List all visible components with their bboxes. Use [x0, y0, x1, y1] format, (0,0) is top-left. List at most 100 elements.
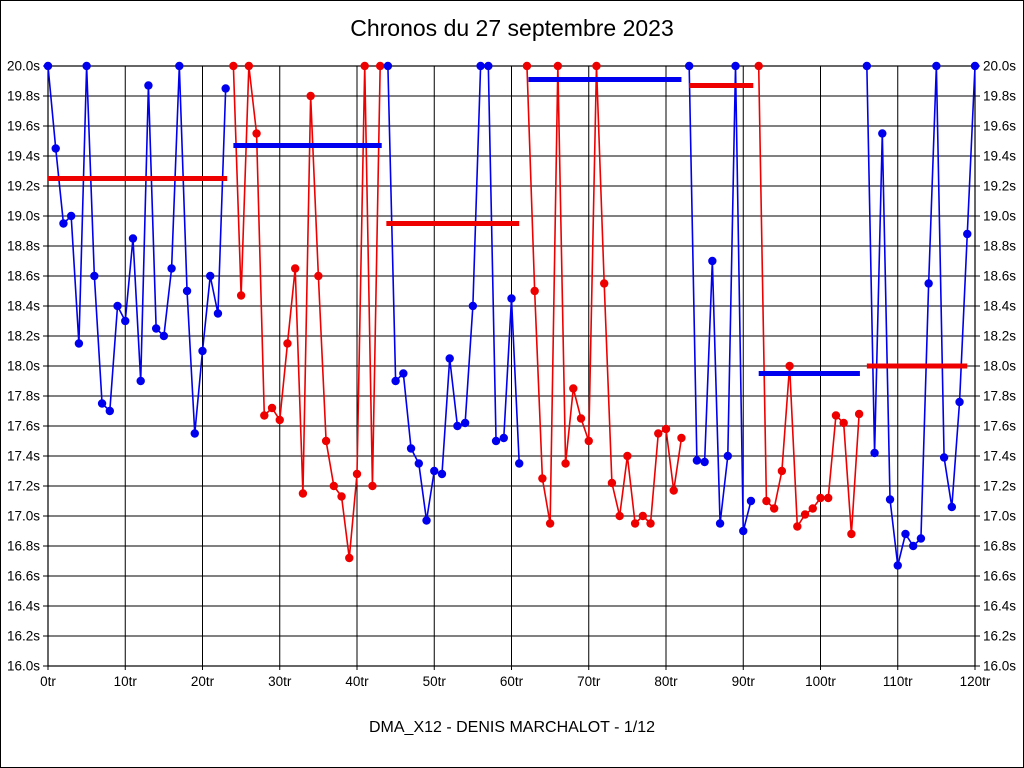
- y-tick-label-left: 19.4s: [7, 149, 40, 164]
- y-tick-label-right: 19.6s: [983, 119, 1016, 134]
- stint-6-point: [754, 61, 763, 71]
- stint-7-point: [916, 534, 926, 543]
- stint-1-point: [66, 211, 76, 221]
- stint-2-point: [252, 129, 261, 138]
- stint-5-point: [739, 526, 748, 536]
- stint-4-point: [646, 519, 655, 528]
- y-tick-label-left: 18.0s: [7, 359, 40, 374]
- y-tick-label-left: 17.8s: [7, 389, 40, 404]
- stint-5-point: [723, 451, 732, 461]
- chart-title: Chronos du 27 septembre 2023: [350, 15, 674, 41]
- plot-border: [47, 65, 976, 667]
- stint-2-point: [236, 291, 246, 300]
- stint-7-point: [885, 495, 895, 504]
- stint-7-point: [963, 229, 972, 239]
- y-tick-label-left: 17.6s: [7, 419, 40, 434]
- y-tick-label-right: 18.4s: [983, 299, 1016, 314]
- x-tick-label: 120tr: [960, 674, 991, 689]
- stint-4-point: [530, 286, 539, 296]
- stint-1-point: [221, 84, 230, 93]
- stint-5-point: [708, 256, 717, 266]
- x-tick-label: 70tr: [577, 674, 601, 689]
- y-tick-label-left: 19.2s: [7, 179, 40, 194]
- stint-1-point: [159, 331, 169, 341]
- stint-4-point: [600, 279, 609, 288]
- stint-3-point: [476, 61, 485, 71]
- y-tick-label-left: 17.0s: [7, 509, 40, 524]
- y-tick-label-left: 16.2s: [7, 629, 40, 644]
- y-tick-label-left: 16.4s: [7, 599, 40, 614]
- stint-5-point: [731, 61, 740, 71]
- x-tick-label: 60tr: [500, 674, 524, 689]
- stint-4-point: [607, 478, 617, 488]
- x-tick-label: 50tr: [423, 674, 447, 689]
- stint-4-point: [592, 61, 601, 71]
- stint-7-point: [893, 561, 902, 570]
- stint-5-point: [684, 61, 694, 71]
- y-tick-label-right: 19.2s: [983, 179, 1016, 194]
- stint-1-point: [136, 376, 145, 386]
- x-tick-label: 90tr: [732, 674, 756, 689]
- stint-7-point: [924, 279, 933, 288]
- stint-2-point: [314, 271, 323, 281]
- stint-3-point: [383, 61, 393, 71]
- stint-3-point: [445, 354, 454, 363]
- stint-2-point: [321, 436, 331, 446]
- stint-1-point: [43, 61, 53, 71]
- stint-6-point: [847, 529, 856, 539]
- stint-1-point: [182, 286, 192, 296]
- stint-6-point: [785, 361, 794, 371]
- y-tick-label-left: 20.0s: [7, 59, 40, 74]
- stint-3-point: [422, 516, 431, 525]
- stint-3-point: [453, 421, 462, 431]
- stint-2-point: [352, 469, 362, 479]
- stint-4-line: [526, 65, 683, 526]
- stint-4-point: [654, 429, 663, 438]
- stint-7-point: [878, 129, 887, 138]
- y-tick-label-right: 16.0s: [983, 659, 1016, 674]
- y-tick-label-right: 16.8s: [983, 539, 1016, 554]
- x-tick-label: 110tr: [883, 674, 913, 689]
- y-tick-label-right: 18.8s: [983, 239, 1016, 254]
- stint-2-point: [368, 481, 377, 491]
- stint-2-point: [260, 411, 269, 420]
- stint-2-point: [345, 553, 354, 563]
- stint-2-point: [275, 415, 284, 425]
- stint-1-point: [213, 309, 223, 318]
- stint-3-line: [387, 65, 521, 521]
- stint-1-point: [51, 144, 60, 153]
- x-tick-label: 30tr: [268, 674, 292, 689]
- stint-1-point: [167, 264, 176, 273]
- stint-2-point: [360, 61, 369, 71]
- stint-3-point: [515, 459, 524, 468]
- stint-5-point: [715, 519, 725, 528]
- stint-6-line: [757, 65, 860, 535]
- y-tick-label-left: 16.6s: [7, 569, 40, 584]
- stint-4-point: [576, 414, 586, 423]
- stint-7-point: [947, 502, 957, 512]
- stint-2-line: [232, 65, 381, 559]
- stint-5-point: [746, 496, 756, 506]
- stint-2-point: [337, 492, 346, 501]
- stint-3-point: [437, 469, 447, 479]
- stint-7-point: [955, 397, 964, 407]
- stint-7-point: [939, 453, 949, 462]
- stint-3-point: [414, 459, 423, 468]
- stint-6-point: [816, 493, 825, 503]
- stint-6-point: [831, 411, 841, 420]
- y-tick-label-left: 17.2s: [7, 479, 40, 494]
- stint-6-point: [824, 493, 833, 503]
- y-tick-label-left: 19.8s: [7, 89, 40, 104]
- x-tick-label: 40tr: [345, 674, 369, 689]
- stint-4-point: [661, 424, 671, 434]
- y-tick-label-left: 18.6s: [7, 269, 40, 284]
- stint-4-point: [545, 519, 555, 528]
- stint-4-point: [630, 519, 640, 528]
- y-tick-label-right: 17.4s: [983, 449, 1016, 464]
- stint-7-point: [970, 61, 980, 71]
- stint-4-point: [553, 61, 563, 71]
- y-tick-label-left: 18.4s: [7, 299, 40, 314]
- stint-6-point: [839, 418, 848, 428]
